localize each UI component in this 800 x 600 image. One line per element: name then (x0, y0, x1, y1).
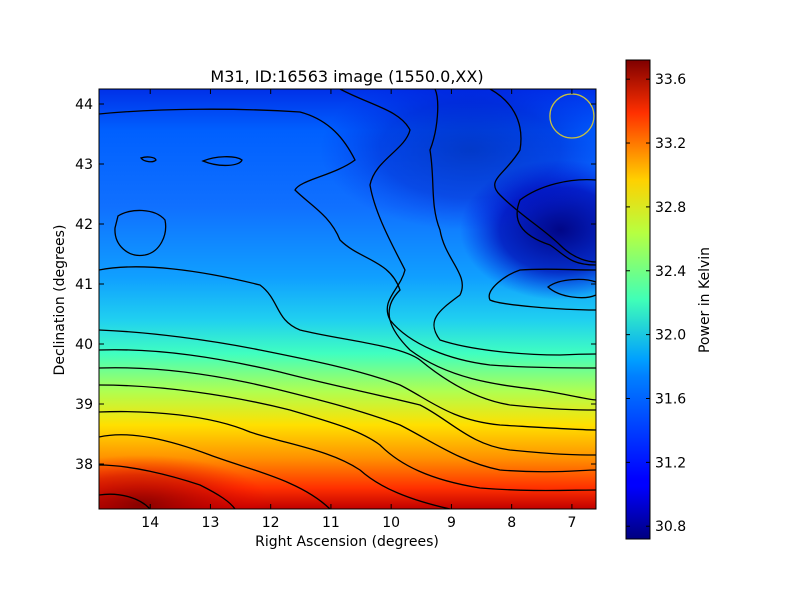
colorbar-tick-label: 31.2 (655, 455, 686, 471)
x-tick-label: 10 (382, 515, 400, 531)
x-tick-label: 13 (202, 515, 220, 531)
y-tick-label: 42 (75, 217, 93, 233)
x-tick-label: 9 (447, 515, 456, 531)
x-tick-label: 14 (141, 515, 159, 531)
contour-line (139, 156, 157, 163)
x-tick-label: 7 (567, 515, 576, 531)
colorbar-tick-label: 33.2 (655, 136, 686, 152)
contour-line (516, 179, 596, 266)
x-axis-label: Right Ascension (degrees) (255, 534, 439, 550)
colorbar-tick-label: 31.6 (655, 391, 686, 407)
colorbar-tick-label: 30.8 (655, 519, 686, 535)
x-tick-label: 11 (322, 515, 340, 531)
chart-title: M31, ID:16563 image (1550.0,XX) (210, 67, 483, 86)
colorbar: 30.8 31.2 31.6 32.0 32.4 32.8 33.2 33.6 Power i… (625, 59, 713, 540)
plot-area (99, 89, 596, 509)
y-tick-label: 41 (75, 277, 93, 293)
y-tick-label: 38 (75, 457, 93, 473)
contour-line (99, 410, 451, 509)
contour-line (488, 268, 596, 311)
y-axis-label: Declination (degrees) (52, 225, 68, 376)
hot-region (99, 455, 270, 509)
contour-line (99, 266, 596, 411)
contour-line (99, 349, 596, 456)
y-tick-label: 43 (75, 157, 93, 173)
colorbar-gradient (626, 60, 650, 539)
contour-line (114, 209, 167, 257)
colorbar-label: Power in Kelvin (697, 247, 713, 353)
y-tick-label: 39 (75, 397, 93, 413)
y-tick-label: 40 (75, 337, 93, 353)
contour-line (99, 384, 596, 492)
x-axis: 14 13 12 11 10 9 8 7 (141, 89, 576, 531)
y-tick-label: 44 (75, 97, 93, 113)
colorbar-ticks: 30.8 31.2 31.6 32.0 32.4 32.8 33.2 33.6 (626, 72, 686, 535)
contour-line (339, 89, 596, 369)
colorbar-tick-label: 32.4 (655, 264, 686, 280)
contour-lines (99, 89, 596, 509)
contour-line (99, 108, 596, 401)
colorbar-frame (625, 59, 651, 540)
colorbar-tick-label: 33.6 (655, 72, 686, 88)
contour-line (201, 156, 243, 167)
plot-frame (98, 88, 597, 510)
contour-line (99, 367, 596, 473)
y-axis: 38 39 40 41 42 43 44 (75, 97, 596, 473)
contour-line (489, 89, 596, 263)
x-tick-label: 8 (507, 515, 516, 531)
contour-line (99, 493, 151, 509)
contour-line (429, 89, 596, 356)
colorbar-tick-label: 32.8 (655, 200, 686, 216)
contour-line (99, 329, 596, 431)
x-tick-label: 12 (262, 515, 280, 531)
contour-line (99, 464, 236, 509)
colorbar-tick-label: 32.0 (655, 328, 686, 344)
contour-line (546, 278, 596, 299)
contour-line (99, 434, 331, 509)
